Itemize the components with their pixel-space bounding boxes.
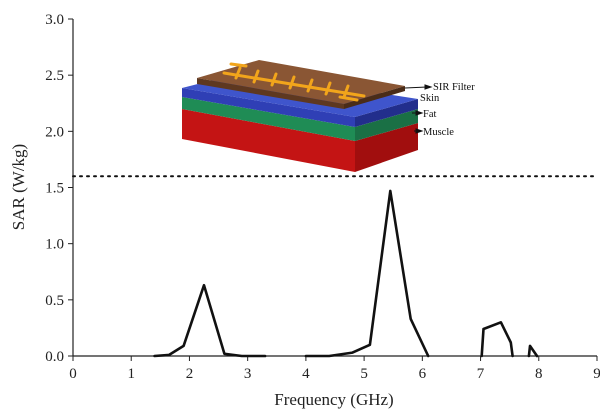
chart-ticks: 0 1 2 3 4 5 6 7 8 9 0.0 0.5 1.0 1.5 2.0 2.5 3.0 [45,12,600,382]
layer-label-fat: Fat [423,109,437,120]
layer-label-skin: Skin [420,93,440,104]
skin-layer-side [355,99,418,127]
y-tick-label: 0.5 [45,293,64,309]
y-axis-title: SAR (W/kg) [9,144,28,230]
x-tick-label: 4 [302,366,310,382]
sar-series-line [304,189,430,358]
x-tick-label: 0 [69,366,77,382]
y-tick-label: 2.0 [45,124,64,140]
muscle-layer-side [355,123,418,172]
sir-filter-traces [222,62,366,102]
y-tick-label: 0.0 [45,349,64,365]
tissue-layer-illustration: SIR Filter Skin Fat Muscle [182,60,475,172]
muscle-layer-front [182,109,355,172]
fat-layer-side [355,109,418,141]
chart-axes [72,19,597,357]
y-tick-label: 1.0 [45,237,64,253]
y-tick-label: 2.5 [45,68,64,84]
x-tick-label: 5 [360,366,368,382]
x-axis-title: Frequency (GHz) [274,390,393,409]
sar-series-line [153,283,267,358]
x-tick-label: 7 [477,366,485,382]
x-tick-label: 9 [593,366,600,382]
x-tick-label: 2 [186,366,194,382]
x-tick-label: 6 [419,366,427,382]
layer-label-muscle: Muscle [423,127,454,138]
y-tick-label: 1.5 [45,181,64,197]
layer-label-arrows [404,84,433,134]
x-tick-label: 3 [244,366,252,382]
skin-layer-front [182,88,355,127]
fat-layer-front [182,97,355,141]
sar-series-line [527,344,539,358]
x-tick-label: 8 [535,366,543,382]
x-tick-label: 1 [127,366,135,382]
chart-series [153,189,539,358]
layer-label-sir-filter: SIR Filter [433,82,475,93]
y-tick-label: 3.0 [45,12,64,28]
sar-series-line [480,320,514,358]
sir-filter-side [344,86,405,109]
sir-filter-front [197,78,344,109]
